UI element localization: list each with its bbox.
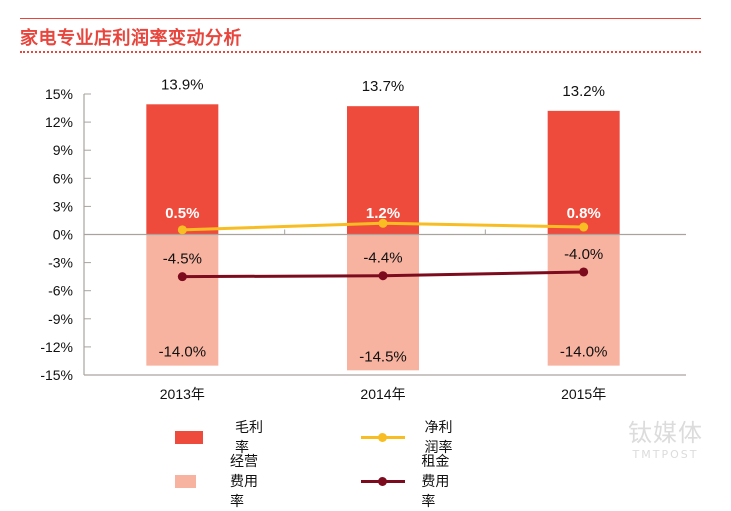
legend-item-operating-expense: 经营费用率 [175, 451, 265, 511]
point-rent-expense [378, 271, 388, 281]
point-rent-expense [579, 267, 589, 277]
data-label-operating-expense: -14.0% [159, 344, 207, 361]
data-label-gross-margin: 13.9% [161, 76, 204, 93]
bar-gross-margin [347, 106, 419, 235]
point-net-margin [378, 218, 388, 228]
point-rent-expense [177, 272, 187, 282]
y-tick-label: -3% [48, 255, 73, 271]
watermark-cn: 钛媒体 [628, 419, 703, 447]
y-tick-label: 15% [45, 86, 73, 102]
watermark-en: TMTPOST [632, 448, 699, 461]
data-label-operating-expense: -14.5% [359, 348, 407, 365]
bar-operating-expense [146, 234, 219, 366]
data-label-net-margin: 0.5% [165, 205, 199, 222]
legend-label: 净利润率 [424, 420, 453, 456]
y-tick-label: -15% [40, 367, 73, 383]
legend-label: 租金费用率 [421, 454, 450, 510]
data-label-gross-margin: 13.7% [362, 78, 405, 95]
y-tick-label: -12% [40, 339, 73, 355]
x-tick-label: 2014年 [360, 386, 405, 402]
y-tick-label: 0% [53, 227, 73, 243]
x-tick-label: 2015年 [561, 386, 606, 402]
data-label-gross-margin: 13.2% [562, 83, 605, 100]
legend-item-net-margin: 净利润率 [361, 417, 457, 457]
y-tick-label: -9% [48, 311, 73, 327]
data-label-net-margin: 1.2% [366, 205, 400, 222]
legend-item-rent-expense: 租金费用率 [361, 451, 457, 511]
y-tick-label: 6% [53, 170, 73, 186]
legend-swatch-gross-margin [175, 430, 203, 444]
legend-label: 毛利率 [235, 420, 263, 456]
legend-item-gross-margin: 毛利率 [175, 417, 263, 457]
data-label-rent-expense: -4.4% [363, 250, 402, 267]
data-label-operating-expense: -14.0% [560, 344, 608, 361]
top-rule [20, 18, 701, 19]
data-label-rent-expense: -4.0% [564, 246, 603, 263]
legend-swatch-operating-expense [175, 474, 196, 488]
y-tick-label: 3% [53, 198, 73, 214]
y-tick-label: -6% [48, 283, 73, 299]
watermark-logo: 钛媒体 TMTPOST [628, 413, 703, 461]
bar-gross-margin [547, 110, 620, 235]
bar-operating-expense [547, 234, 620, 366]
data-label-rent-expense: -4.5% [163, 251, 202, 268]
bar-gross-margin [146, 104, 219, 235]
point-net-margin [177, 225, 187, 235]
data-label-net-margin: 0.8% [567, 205, 601, 222]
y-tick-label: 12% [45, 114, 73, 130]
legend-swatch-rent-expense [361, 474, 405, 488]
x-tick-label: 2013年 [160, 386, 205, 402]
legend-label: 经营费用率 [230, 454, 258, 510]
bar-operating-expense [347, 234, 419, 371]
point-net-margin [579, 222, 589, 232]
chart-plot: 15% 12% 9% 6% 3% 0% -3% -6% -9% -12% -15% 2013年 2014… [40, 76, 686, 402]
chart-title: 家电专业店利润率变动分析 [20, 28, 242, 49]
legend-swatch-net-margin [361, 430, 405, 444]
y-tick-label: 9% [53, 142, 73, 158]
title-dotted-rule [20, 51, 701, 53]
